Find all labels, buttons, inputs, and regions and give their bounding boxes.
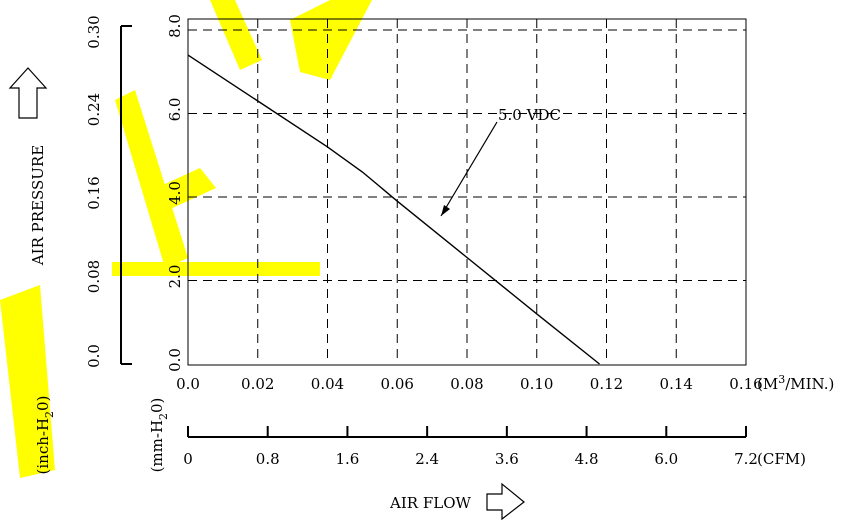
cfm-tick-label: 4.8 — [575, 450, 599, 468]
series-line — [187, 54, 600, 365]
x-tick-label: 0.0 — [176, 375, 200, 393]
cfm-tick-label: 0.8 — [256, 450, 280, 468]
y-axis-title: AIR PRESSURE — [29, 145, 47, 266]
mm-tick-label: 2.0 — [166, 265, 184, 289]
cfm-unit-label: (CFM) — [757, 450, 806, 468]
plot-frame — [187, 18, 747, 366]
inch-tick-label: 0.08 — [85, 260, 103, 293]
x-unit-label: (M3/MIN.) — [757, 373, 834, 393]
grid — [188, 19, 746, 364]
x-tick-label: 0.14 — [660, 375, 693, 393]
x-tick-label: 0.16 — [729, 375, 762, 393]
inch-tick-labels: 0.0 0.08 0.16 0.24 0.30 — [85, 15, 103, 368]
x-tick-labels: 0.0 0.02 0.04 0.06 0.08 0.10 0.12 0.14 0.16 — [176, 375, 763, 393]
x-tick-label: 0.02 — [241, 375, 274, 393]
inch-tick-label: 0.16 — [85, 176, 103, 209]
x-tick-label: 0.12 — [590, 375, 623, 393]
mm-tick-labels: 0.0 2.0 4.0 6.0 8.0 — [166, 14, 184, 372]
mm-unit-label: (mm-H20) — [148, 398, 170, 473]
mm-tick-label: 8.0 — [166, 14, 184, 38]
cfm-tick-marks — [187, 426, 747, 437]
cfm-tick-label: 7.2 — [734, 450, 758, 468]
mm-tick-label: 0.0 — [166, 348, 184, 372]
inch-tick-label: 0.30 — [85, 15, 103, 48]
cfm-tick-label: 6.0 — [654, 450, 678, 468]
x-tick-label: 0.08 — [450, 375, 483, 393]
mm-tick-label: 6.0 — [166, 98, 184, 122]
curve-layer — [187, 54, 600, 365]
up-arrow-icon — [8, 67, 48, 119]
x-tick-label: 0.10 — [520, 375, 553, 393]
inch-tick-label: 0.24 — [85, 93, 103, 126]
series-annotation: 5.0 VDC — [498, 106, 561, 124]
inch-tick-label: 0.0 — [85, 344, 103, 368]
annotation-leader — [440, 121, 498, 217]
cfm-tick-label: 2.4 — [415, 450, 439, 468]
x-tick-label: 0.06 — [381, 375, 414, 393]
cfm-tick-label: 0 — [183, 450, 193, 468]
cfm-tick-label: 3.6 — [495, 450, 519, 468]
mm-tick-label: 4.0 — [166, 181, 184, 205]
x-tick-label: 0.04 — [311, 375, 344, 393]
annotation-arrowhead — [441, 205, 450, 216]
cfm-tick-labels: 0 0.8 1.6 2.4 3.6 4.8 6.0 7.2 — [183, 450, 758, 468]
watermark — [0, 0, 372, 478]
inch-unit-label: (inch-H20) — [34, 396, 56, 475]
right-arrow-icon — [486, 482, 525, 521]
x-axis-title: AIR FLOW — [389, 494, 471, 512]
cfm-tick-label: 1.6 — [335, 450, 359, 468]
